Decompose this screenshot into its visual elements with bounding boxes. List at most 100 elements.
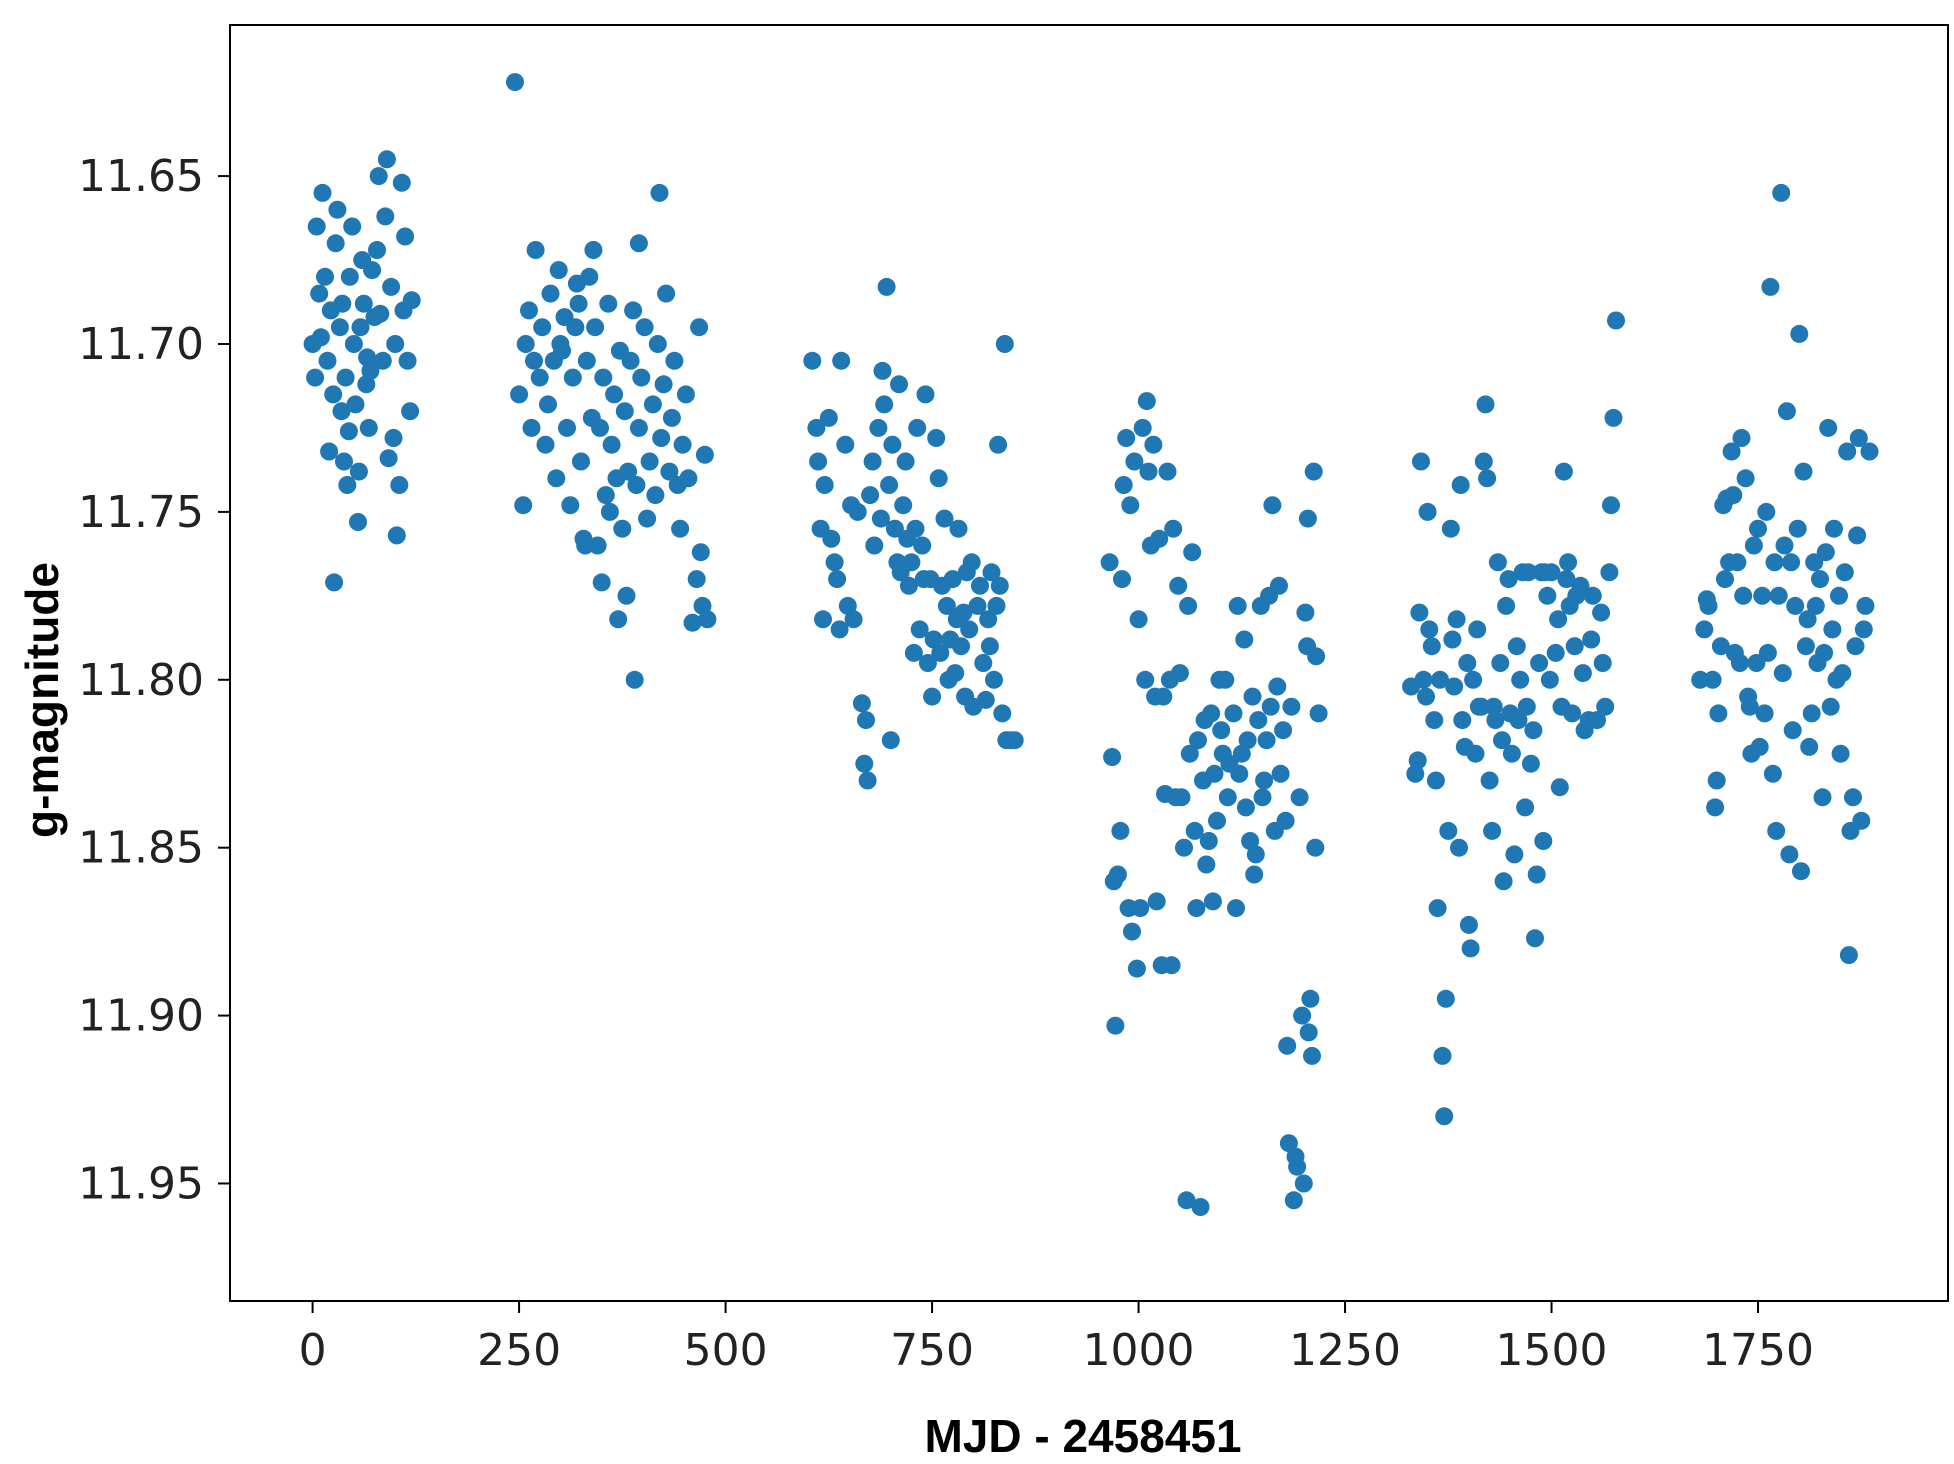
data-point (883, 435, 902, 454)
data-point (1139, 462, 1158, 481)
data-point (1554, 462, 1573, 481)
data-point (1825, 519, 1843, 538)
data-point (1838, 442, 1857, 461)
data-point (1208, 811, 1226, 830)
data-point (1730, 654, 1749, 672)
data-point (349, 513, 367, 531)
data-point (880, 476, 899, 494)
data-point (875, 395, 894, 414)
data-point (1691, 670, 1710, 689)
data-point (1844, 788, 1862, 807)
y-tick-label: 11.65 (78, 151, 204, 202)
data-point (1113, 570, 1131, 589)
data-point (1236, 798, 1255, 817)
data-point (371, 304, 390, 323)
data-point (401, 402, 420, 421)
data-point (857, 711, 875, 730)
data-point (344, 335, 363, 353)
data-point (339, 422, 358, 441)
data-point (539, 395, 557, 414)
data-point (858, 771, 877, 790)
data-point (1121, 496, 1140, 515)
data-point (1823, 620, 1842, 639)
data-point (1284, 1191, 1303, 1210)
data-point (648, 335, 667, 353)
data-point (1425, 711, 1444, 730)
data-point (335, 452, 353, 471)
data-point (558, 418, 576, 437)
data-point (650, 183, 669, 202)
data-point (1736, 469, 1755, 488)
data-point (1199, 832, 1218, 850)
data-point (1162, 956, 1181, 975)
data-point (1699, 596, 1718, 615)
data-point (1410, 603, 1429, 622)
data-point (1472, 697, 1491, 716)
data-point (1150, 529, 1169, 548)
data-point (1755, 704, 1774, 723)
data-point (1592, 603, 1611, 622)
data-point (691, 543, 710, 562)
plot-frame (229, 24, 1949, 1302)
data-point (1790, 324, 1809, 343)
data-point (902, 553, 921, 572)
data-point (1780, 845, 1799, 864)
data-point (1856, 596, 1875, 615)
data-point (572, 452, 590, 471)
data-point (1716, 570, 1734, 589)
x-tick-label: 250 (477, 1325, 561, 1376)
data-point (1309, 704, 1328, 723)
data-point (1811, 570, 1829, 589)
data-point (640, 452, 659, 471)
data-point (1175, 838, 1193, 857)
data-point (1806, 596, 1825, 615)
data-point (402, 291, 421, 310)
data-point (387, 526, 406, 545)
data-point (1753, 586, 1772, 605)
data-point (629, 418, 648, 437)
data-point (1534, 832, 1553, 850)
data-point (1703, 670, 1722, 689)
axis-ticks: 0 250 500 750 1000 1250 1500 1750 11.65 11.70 11.7… (78, 151, 1814, 1376)
data-point (1422, 637, 1441, 656)
x-tick-label: 0 (299, 1325, 327, 1376)
data-point (968, 596, 987, 615)
y-tick-label: 11.95 (78, 1158, 204, 1209)
data-point (869, 418, 888, 437)
data-point (980, 637, 999, 656)
data-point (1144, 435, 1163, 454)
data-point (679, 469, 698, 488)
data-point (1497, 596, 1516, 615)
data-point (1711, 637, 1730, 656)
data-point (807, 418, 826, 437)
data-point (1164, 519, 1183, 538)
data-point (1583, 586, 1602, 605)
data-point (1177, 1191, 1196, 1210)
data-point (1197, 855, 1216, 874)
data-point (522, 418, 541, 437)
data-point (592, 573, 611, 592)
data-point (1813, 788, 1832, 807)
data-point (654, 375, 673, 394)
data-point (1805, 553, 1824, 572)
data-point (1593, 654, 1612, 672)
data-point (392, 173, 411, 192)
data-point (1129, 610, 1148, 629)
data-point (877, 277, 896, 296)
data-point (1527, 865, 1546, 884)
data-point (1125, 452, 1144, 471)
data-point (913, 536, 932, 555)
data-point (1288, 1157, 1307, 1176)
data-point (566, 318, 585, 337)
data-point (336, 368, 355, 387)
data-point (586, 318, 605, 337)
data-point (1563, 704, 1582, 723)
data-point (899, 576, 918, 595)
data-point (602, 435, 621, 454)
data-point (1187, 899, 1206, 918)
data-point (526, 241, 545, 259)
data-point (1509, 711, 1528, 730)
data-point (1549, 610, 1568, 629)
data-point (1279, 1134, 1298, 1153)
